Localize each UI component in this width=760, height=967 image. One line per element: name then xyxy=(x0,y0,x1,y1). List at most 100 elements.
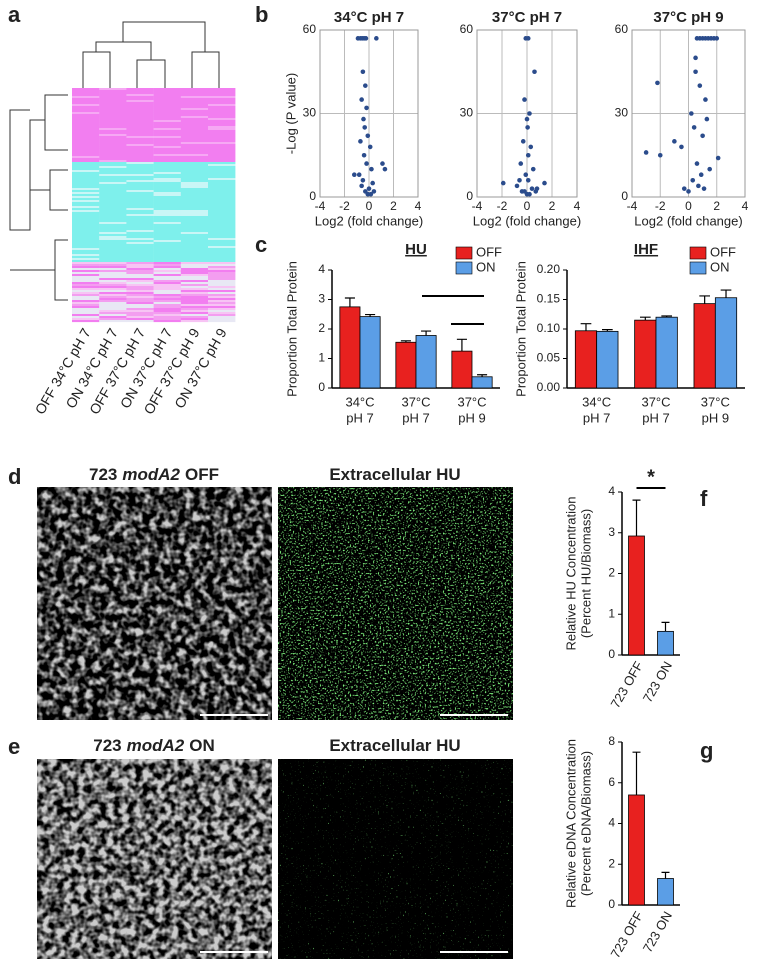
heatmap-cell xyxy=(153,234,181,237)
heatmap-cell xyxy=(99,204,127,207)
heatmap-cell xyxy=(72,202,100,205)
point xyxy=(672,139,677,144)
heatmap-cell xyxy=(99,150,127,153)
heatmap-cell xyxy=(99,222,127,225)
heatmap-cell xyxy=(208,182,236,185)
heatmap-cell xyxy=(180,256,209,259)
point xyxy=(522,189,527,194)
heatmap-cell xyxy=(208,128,236,131)
dendrogram xyxy=(9,21,220,301)
bar xyxy=(339,306,361,389)
heatmap-cell xyxy=(126,190,154,193)
y-axis-label: Relative HU Concentration xyxy=(563,497,578,651)
heatmap-cell xyxy=(72,106,100,109)
heatmap-cell xyxy=(72,158,100,161)
heatmap-cell xyxy=(153,214,181,217)
heatmap-cell xyxy=(180,316,209,319)
heatmap-cell xyxy=(99,210,127,213)
heatmap-cell xyxy=(99,224,127,227)
heatmap-cell xyxy=(126,98,154,101)
point xyxy=(362,125,368,130)
heatmap-cell xyxy=(153,150,181,153)
heatmap-cell xyxy=(72,150,100,153)
point xyxy=(370,180,375,186)
point xyxy=(693,69,698,75)
heatmap-cell xyxy=(180,180,209,183)
heatmap-cell xyxy=(72,200,100,203)
heatmap-cell xyxy=(126,270,154,273)
y-tick-label: 1 xyxy=(608,606,615,620)
point xyxy=(500,180,506,186)
heatmap-cell xyxy=(153,300,181,303)
heatmap-cell xyxy=(126,114,154,117)
heatmap-cell xyxy=(180,160,209,163)
point xyxy=(533,189,539,194)
heatmap-cell xyxy=(180,202,209,205)
title-part: ON xyxy=(189,736,215,755)
heatmap-cell xyxy=(72,236,100,239)
heatmap-cell xyxy=(153,162,181,165)
heatmap-cell xyxy=(126,174,154,177)
heatmap-cell xyxy=(208,140,236,143)
heatmap-cell xyxy=(126,96,154,99)
heatmap-cell xyxy=(153,118,181,121)
heatmap-cell xyxy=(72,198,100,201)
legend-label: ON xyxy=(476,259,496,274)
y-tick-label: 3 xyxy=(608,525,615,539)
x-tick-label: 37°C xyxy=(641,394,670,409)
error-bar xyxy=(456,338,467,352)
heatmap-cell xyxy=(153,166,181,169)
heatmap-cell xyxy=(99,180,127,183)
heatmap-cell xyxy=(72,252,100,255)
point xyxy=(693,55,698,61)
x-tick-label: 2 xyxy=(390,199,397,213)
heatmap-cell xyxy=(208,316,236,319)
heatmap-cell xyxy=(99,226,127,229)
heatmap-cell xyxy=(99,274,127,277)
heatmap-cell xyxy=(99,96,127,99)
bar xyxy=(395,341,417,389)
heatmap-cell xyxy=(72,104,100,107)
heatmap-cell xyxy=(99,318,127,321)
y-tick-label: 0.10 xyxy=(537,321,561,335)
chart-title: HU xyxy=(405,241,427,258)
heatmap-cell xyxy=(153,176,181,179)
heatmap-cell xyxy=(99,182,127,185)
heatmap-cell xyxy=(208,234,236,237)
heatmap-cell xyxy=(72,270,100,273)
heatmap-cell xyxy=(126,250,154,253)
micrograph-texture xyxy=(37,487,272,720)
heatmap-cell xyxy=(208,226,236,229)
panel-letter: d xyxy=(8,464,21,489)
heatmap-cell xyxy=(153,136,181,139)
x-tick-label: 37°C xyxy=(401,394,430,409)
heatmap-cell xyxy=(208,122,236,125)
heatmap-cell xyxy=(153,216,181,219)
heatmap-cell xyxy=(99,142,127,145)
x-tick-label: -2 xyxy=(339,199,350,213)
point xyxy=(686,189,691,194)
heatmap-cell xyxy=(153,198,181,201)
heatmap-cell xyxy=(153,210,181,213)
heatmap-cell xyxy=(153,306,181,309)
heatmap-cell xyxy=(208,270,236,273)
heatmap-cell xyxy=(126,198,154,201)
heatmap-cell xyxy=(208,272,236,275)
heatmap-cell xyxy=(208,240,236,243)
heatmap-cell xyxy=(208,144,236,147)
heatmap-cell xyxy=(99,296,127,299)
heatmap-cell xyxy=(72,132,100,135)
heatmap-cell xyxy=(72,136,100,139)
heatmap-cell xyxy=(72,250,100,253)
heatmap-cell xyxy=(72,278,100,281)
heatmap-cell xyxy=(126,102,154,105)
heatmap-cell xyxy=(72,308,100,311)
heatmap-cell xyxy=(126,230,154,233)
bar xyxy=(628,535,645,656)
heatmap-cell xyxy=(180,198,209,201)
plot-frame xyxy=(631,29,746,198)
heatmap-cell xyxy=(180,258,209,261)
heatmap-cell xyxy=(126,92,154,95)
heatmap-cell xyxy=(180,318,209,321)
heatmap-cell xyxy=(153,186,181,189)
